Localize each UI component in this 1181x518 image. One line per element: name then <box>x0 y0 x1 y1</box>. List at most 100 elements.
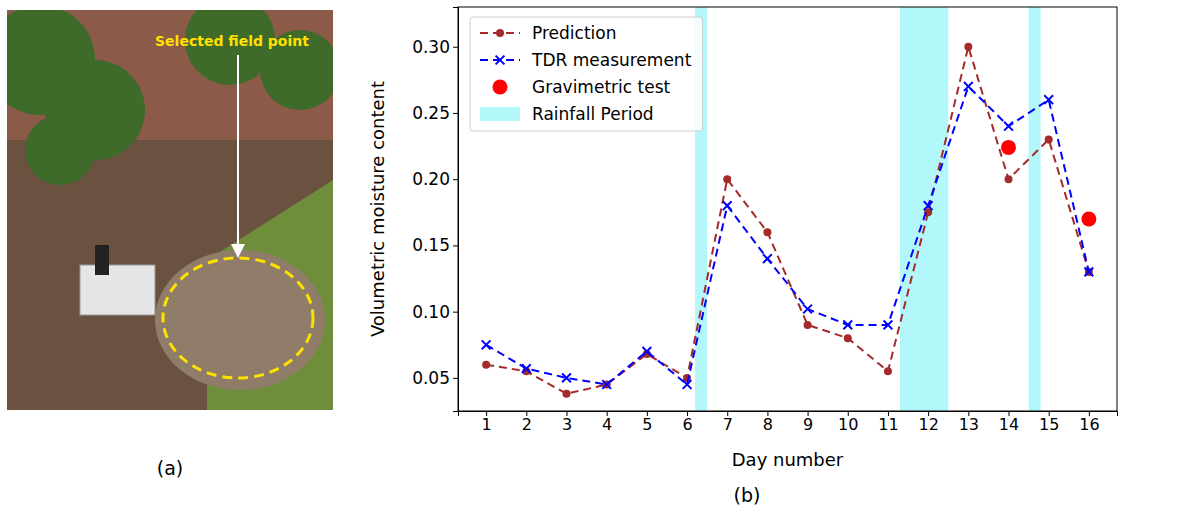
sensor-box <box>80 265 155 315</box>
data-point <box>964 43 972 51</box>
y-axis: 0.05 0.10 0.15 0.20 0.25 0.30 <box>412 8 458 412</box>
x-tick-label: 16 <box>1079 415 1099 434</box>
legend-swatch <box>480 107 520 121</box>
x-tick-label: 13 <box>959 415 979 434</box>
y-tick-mark <box>453 47 458 48</box>
y-tick-label: 0.10 <box>412 302 450 322</box>
x-tick-label: 2 <box>522 415 532 434</box>
y-axis-line <box>453 8 459 412</box>
y-tick: 0.25 <box>412 103 458 123</box>
data-point <box>1004 122 1013 131</box>
x-axis: 12345678910111213141516 <box>459 411 1118 434</box>
rainfall-span <box>900 7 948 411</box>
x-tick: 5 <box>642 411 652 434</box>
x-tick: 4 <box>602 411 612 434</box>
x-tick-label: 9 <box>803 415 813 434</box>
y-tick-label: 0.15 <box>412 235 450 255</box>
data-point <box>884 367 892 375</box>
y-tick-mark <box>453 179 458 180</box>
data-point <box>683 380 692 389</box>
data-point <box>723 175 731 183</box>
x-tick: 9 <box>803 411 813 434</box>
data-point <box>844 334 852 342</box>
x-tick-label: 14 <box>999 415 1019 434</box>
x-tick-label: 12 <box>918 415 938 434</box>
arrow <box>237 55 239 250</box>
x-tick: 11 <box>878 411 898 434</box>
y-tick: 0.05 <box>412 368 458 388</box>
panel-label: (b) <box>734 484 761 506</box>
y-tick-mark <box>453 378 458 379</box>
x-tick: 8 <box>763 411 773 434</box>
legend-label: Rainfall Period <box>532 104 654 124</box>
data-point <box>603 381 611 389</box>
legend-label: TDR measurement <box>531 50 692 70</box>
x-tick-label: 4 <box>602 415 612 434</box>
sensor <box>95 245 109 275</box>
data-point <box>723 201 732 210</box>
y-tick-label: 0.30 <box>412 37 450 57</box>
data-point <box>1044 95 1053 104</box>
legend-marker <box>496 29 504 37</box>
x-tick: 3 <box>562 411 572 434</box>
x-tick: 13 <box>959 411 979 434</box>
data-point <box>522 364 531 373</box>
plot-frame <box>458 7 1117 411</box>
rainfall-span <box>1029 7 1041 411</box>
data-point <box>804 321 812 329</box>
x-tick: 6 <box>682 411 692 434</box>
data-point <box>482 340 491 349</box>
photo-annotation: Selected field point <box>155 33 309 49</box>
data-point <box>602 380 611 389</box>
legend-label: Gravimetric test <box>532 77 670 97</box>
x-tick: 16 <box>1079 411 1099 434</box>
soil <box>155 250 325 390</box>
data-point <box>1084 268 1093 277</box>
x-tick-label: 1 <box>482 415 492 434</box>
data-point <box>803 305 812 314</box>
legend-marker <box>496 56 505 65</box>
data-point <box>924 201 933 210</box>
data-point <box>763 254 772 263</box>
figure: Selected field point(a)12345678910111213… <box>0 0 1181 518</box>
x-tick: 2 <box>522 411 532 434</box>
x-tick: 10 <box>838 411 858 434</box>
y-tick-label: 0.05 <box>412 368 450 388</box>
y-tick-mark <box>453 312 458 313</box>
data-point <box>482 361 490 369</box>
field-circle <box>163 258 313 378</box>
photo <box>7 10 333 410</box>
y-tick: 0.20 <box>412 169 458 189</box>
y-tick-label: 0.25 <box>412 103 450 123</box>
data-point <box>1045 135 1053 143</box>
x-tick-label: 10 <box>838 415 858 434</box>
legend-box <box>470 17 703 131</box>
legend-marker <box>493 80 508 95</box>
arrow-head <box>231 244 245 258</box>
data-point <box>964 82 973 91</box>
data-point <box>843 321 852 330</box>
data-point <box>884 321 893 330</box>
legend-label: Prediction <box>532 23 616 43</box>
legend: Prediction TDR measurement Gravimetric tes… <box>470 17 703 131</box>
y-tick: 0.10 <box>412 302 458 322</box>
x-tick: 1 <box>482 411 492 434</box>
y-tick-label: 0.20 <box>412 169 450 189</box>
data-point <box>1005 175 1013 183</box>
y-tick-mark <box>453 113 458 114</box>
data-point <box>1081 211 1096 226</box>
y-tick: 0.30 <box>412 37 458 57</box>
tree <box>25 115 95 185</box>
data-point <box>562 373 571 382</box>
x-tick-label: 7 <box>723 415 733 434</box>
y-tick-mark <box>453 245 458 246</box>
x-axis-title: Day number <box>732 449 844 470</box>
data-point <box>1001 140 1016 155</box>
x-tick: 7 <box>723 411 733 434</box>
data-point <box>763 228 771 236</box>
data-point <box>642 347 651 356</box>
x-tick: 12 <box>918 411 938 434</box>
x-tick: 15 <box>1039 411 1059 434</box>
x-tick-label: 8 <box>763 415 773 434</box>
y-tick: 0.15 <box>412 235 458 255</box>
